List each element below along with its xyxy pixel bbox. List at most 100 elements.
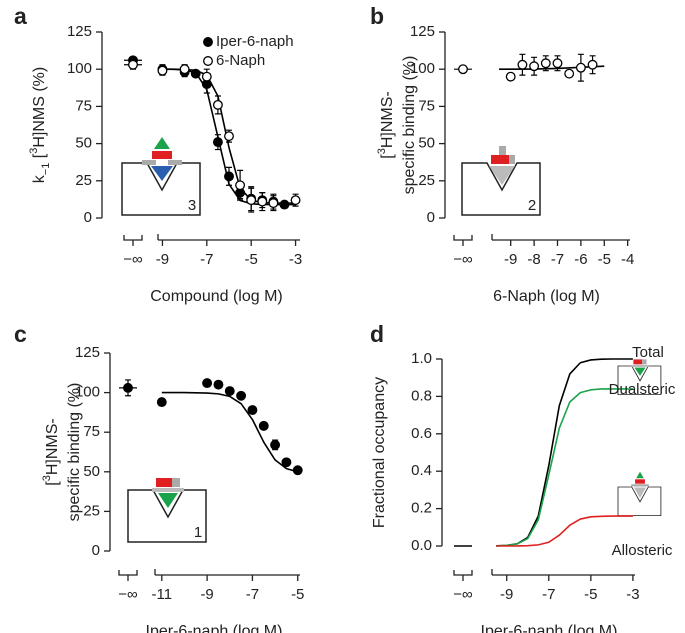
y-axis-label: [3H]NMS- — [376, 91, 396, 158]
ligand-core — [635, 479, 645, 484]
y-tick-label: 75 — [75, 97, 92, 114]
x-tick-label: −∞ — [453, 586, 473, 603]
label-part: specific binding (%) — [66, 383, 83, 522]
schematic: 1 — [127, 478, 207, 543]
x-tick-label: −∞ — [123, 251, 143, 268]
x-tick-label: -5 — [584, 586, 597, 603]
data-point — [258, 420, 269, 431]
x-tick-label: -4 — [621, 251, 634, 268]
label-part: Fractional occupancy — [371, 377, 388, 528]
x-axis-control — [453, 570, 473, 581]
data-point — [123, 382, 133, 393]
label-part: −1 — [40, 163, 52, 176]
data-point — [224, 171, 234, 182]
ligand-down — [634, 367, 646, 376]
panel-label: c — [14, 321, 27, 347]
panel-label: a — [14, 3, 27, 29]
x-tick-label: -7 — [246, 586, 259, 603]
y-tick-label: 75 — [418, 97, 435, 114]
linker — [509, 155, 515, 164]
data-point — [279, 199, 290, 210]
linker — [642, 359, 647, 365]
x-tick-label: −∞ — [118, 586, 138, 603]
ligand-down — [633, 487, 647, 498]
schematic: 2 — [461, 146, 541, 216]
data-point — [179, 64, 190, 75]
data-point — [517, 59, 528, 70]
linker — [142, 160, 156, 165]
data-point — [257, 196, 268, 207]
y-tick-label: 100 — [67, 60, 92, 77]
label-part: 3 — [41, 475, 53, 481]
y-tick-label: 0.6 — [411, 425, 432, 442]
legend-marker — [203, 56, 213, 66]
ligand-core — [491, 155, 509, 164]
x-tick-label: -5 — [598, 251, 611, 268]
ligand-down — [158, 493, 178, 508]
y-tick-label: 25 — [83, 502, 100, 519]
ligand-core — [152, 151, 172, 159]
y-tick-label: 0.2 — [411, 500, 432, 517]
x-tick-label: -9 — [200, 586, 213, 603]
inset-label: 3 — [188, 197, 196, 214]
occupancy-curve — [496, 388, 633, 547]
data-point — [552, 58, 563, 69]
ligand-up — [636, 471, 644, 479]
y-tick-label: 25 — [75, 172, 92, 189]
ligand-up — [154, 137, 170, 149]
legend-label: Iper-6-naph — [216, 33, 294, 50]
y-tick-label: 50 — [418, 135, 435, 152]
label-part: [ — [379, 154, 396, 159]
x-tick-label: -9 — [156, 251, 169, 268]
data-point — [235, 180, 246, 191]
y-tick-label: 0 — [84, 209, 92, 226]
occupancy-curve — [496, 515, 633, 547]
data-point — [246, 195, 257, 206]
schematic — [617, 359, 662, 396]
data-point — [575, 62, 586, 73]
label-part: 3 — [28, 148, 40, 154]
x-tick-label: -8 — [527, 251, 540, 268]
ligand-down — [489, 166, 515, 185]
y-axis-label: k−1 [3H]NMS (%) — [28, 67, 52, 183]
linker — [631, 484, 649, 487]
schematic — [617, 471, 662, 517]
linker — [631, 364, 649, 368]
label-part: [ — [44, 481, 61, 486]
label-part: specific binding (%) — [401, 56, 418, 195]
linker — [152, 488, 184, 492]
data-point — [564, 68, 575, 79]
y-axis-label: Fractional occupancy — [371, 377, 388, 528]
data-point — [458, 64, 468, 75]
x-tick-label: -3 — [626, 586, 639, 603]
linker — [499, 146, 506, 155]
y-tick-label: 125 — [410, 23, 435, 40]
legend-label: 6-Naph — [216, 52, 265, 69]
x-tick-label: -3 — [289, 251, 302, 268]
x-tick-label: -11 — [152, 586, 173, 603]
data-point — [157, 65, 168, 76]
ligand-core — [156, 478, 172, 487]
y-tick-label: 50 — [75, 135, 92, 152]
x-tick-label: -7 — [551, 251, 564, 268]
data-point — [281, 457, 292, 468]
data-point — [270, 439, 281, 450]
y-tick-label: 125 — [75, 344, 100, 361]
panel-label: b — [370, 3, 384, 29]
y-tick-label: 1.0 — [411, 350, 432, 367]
inset-label: 1 — [194, 524, 202, 541]
data-point — [212, 99, 223, 110]
label-part: H]NMS- — [44, 418, 61, 475]
data-point — [224, 131, 234, 142]
receptor-outline — [461, 162, 541, 216]
x-tick-label: -7 — [200, 251, 213, 268]
receptor-outline — [121, 162, 201, 216]
linker — [168, 160, 182, 165]
data-point — [587, 59, 598, 70]
data-point — [156, 397, 167, 408]
data-point — [213, 379, 224, 390]
x-axis-control — [118, 570, 138, 581]
label-part: k — [31, 174, 48, 183]
data-point — [268, 198, 279, 209]
